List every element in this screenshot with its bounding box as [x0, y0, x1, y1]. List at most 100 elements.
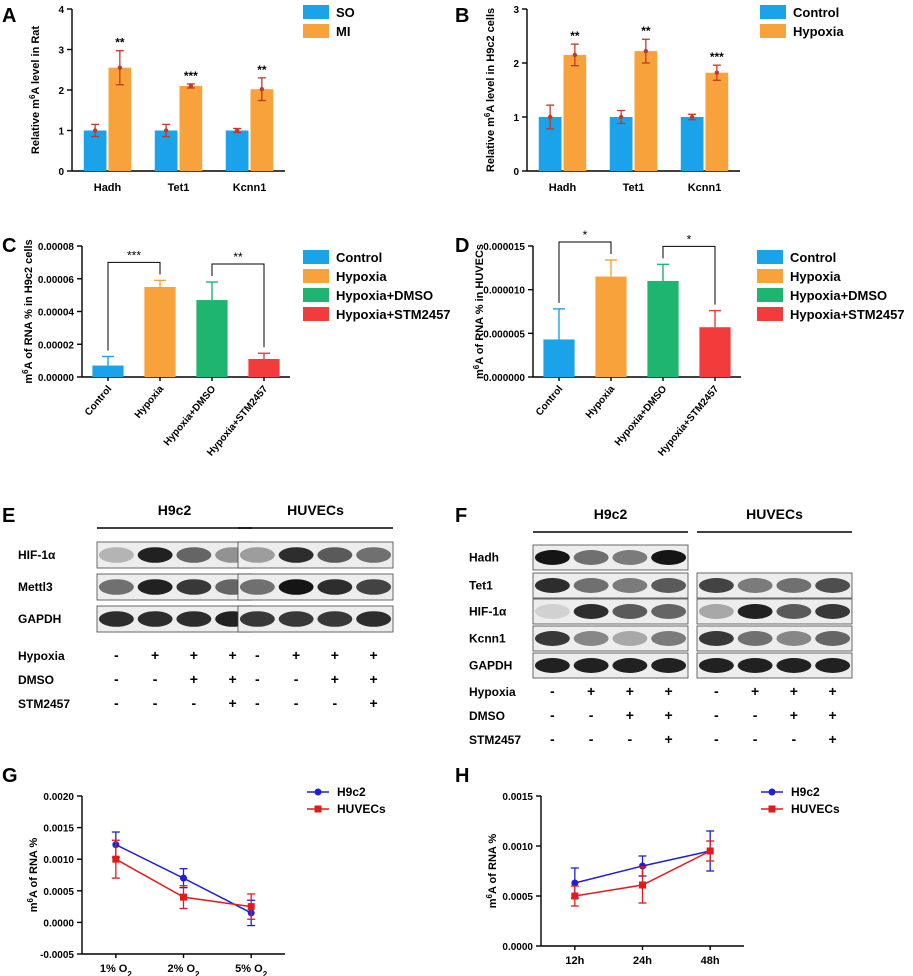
- blot-band: [651, 604, 687, 619]
- bar: [250, 89, 274, 171]
- condition-mark: +: [665, 683, 673, 699]
- blot-band: [137, 579, 173, 595]
- y-tick-label: 0.00006: [38, 275, 75, 286]
- bar: [248, 358, 280, 377]
- x-tick-label: Hadh: [549, 182, 577, 194]
- blot-band: [98, 611, 134, 627]
- y-tick-label: 0.000005: [483, 329, 525, 340]
- y-tick-label: 2: [513, 59, 519, 70]
- x-tick-label: 1% O2: [100, 963, 133, 976]
- condition-mark: +: [790, 707, 798, 723]
- blot-band: [651, 658, 687, 673]
- blot-band: [573, 631, 609, 646]
- panel-label-e: E: [2, 505, 15, 527]
- blot-band: [651, 631, 687, 646]
- y-tick-label: 0.0015: [502, 792, 533, 803]
- x-tick-label: 12h: [565, 955, 584, 967]
- blot-band: [612, 631, 648, 646]
- western-blot-f: H9c2 HUVECs Hadh Tet1 HIF-1α Kcnn1 GAPDH Hypoxi…: [469, 506, 853, 747]
- significance-bracket: [107, 261, 161, 351]
- condition-mark: +: [331, 671, 339, 687]
- data-point: [112, 855, 120, 863]
- condition-mark: -: [333, 695, 338, 711]
- legend-marker: [314, 805, 322, 813]
- condition-mark: +: [331, 647, 339, 663]
- data-point: [234, 128, 240, 133]
- panel-label-h: H: [455, 765, 469, 787]
- y-tick-label: 0.00002: [38, 340, 75, 351]
- chart-h: 0.0000 0.0005 0.0010 0.0015 m6A of RNA % 12h 2…: [485, 785, 841, 967]
- legend-label: Control: [793, 5, 839, 20]
- y-tick-label: 0.0000: [43, 918, 74, 929]
- condition-label: DMSO: [18, 673, 54, 687]
- group-label: H9c2: [594, 506, 628, 522]
- legend-swatch: [757, 307, 783, 321]
- y-tick-label: -0.0005: [40, 950, 74, 961]
- blot-row-label: Tet1: [469, 579, 493, 593]
- legend-label: Hypoxia: [790, 269, 841, 284]
- legend-swatch: [760, 5, 786, 19]
- blot-row-label: HIF-1α: [469, 605, 507, 619]
- condition-mark: -: [255, 695, 260, 711]
- legend-swatch: [757, 288, 783, 302]
- blot-band: [356, 547, 392, 563]
- x-tick-label: 48h: [701, 955, 720, 967]
- blot-band: [317, 579, 353, 595]
- x-tick-label: Hadh: [94, 182, 122, 194]
- blot-strip: [96, 541, 253, 569]
- blot-band: [612, 550, 648, 565]
- x-tick-label: Control: [83, 384, 114, 418]
- legend-label: HUVECs: [337, 802, 386, 816]
- bar: [563, 54, 587, 171]
- blot-band: [98, 579, 134, 595]
- legend-label: Hypoxia+DMSO: [790, 288, 887, 303]
- condition-mark: +: [587, 683, 595, 699]
- blot-band: [239, 579, 275, 595]
- data-point: [714, 70, 720, 75]
- legend-marker: [768, 788, 776, 796]
- condition-mark: +: [151, 647, 159, 663]
- bar: [609, 117, 633, 171]
- blot-band: [737, 658, 773, 673]
- y-tick-label: 1: [58, 127, 64, 138]
- condition-mark: -: [792, 731, 797, 747]
- bar: [538, 117, 562, 171]
- y-axis-label: m6A of RNA % in H9c2 cells: [21, 239, 36, 383]
- condition-mark: -: [550, 683, 555, 699]
- significance-label: **: [257, 63, 267, 77]
- condition-mark: -: [114, 671, 119, 687]
- condition-mark: -: [753, 707, 758, 723]
- blot-band: [815, 578, 851, 593]
- blot-band: [698, 604, 734, 619]
- condition-label: STM2457: [469, 733, 521, 747]
- condition-mark: -: [255, 671, 260, 687]
- condition-mark: +: [665, 707, 673, 723]
- blot-band: [356, 579, 392, 595]
- condition-mark: -: [153, 671, 158, 687]
- x-tick-label: Hypoxia+DMSO: [613, 384, 670, 448]
- bar: [634, 51, 658, 172]
- blot-band: [737, 578, 773, 593]
- x-tick-label: Hypoxia: [133, 384, 167, 421]
- legend-label: Hypoxia+STM2457: [336, 307, 451, 322]
- legend-label: HUVECs: [791, 802, 840, 816]
- y-tick-label: 0.0005: [43, 887, 74, 898]
- blot-band: [612, 658, 648, 673]
- legend-swatch: [757, 269, 783, 283]
- blot-band: [815, 658, 851, 673]
- x-tick-label: Tet1: [168, 182, 190, 194]
- bar: [179, 85, 203, 171]
- blot-row-label: Kcnn1: [469, 632, 506, 646]
- x-tick-label: Control: [534, 384, 565, 418]
- y-tick-label: 0.00008: [38, 242, 75, 253]
- y-axis-label: Relative m6A level in H9c2 cells: [483, 8, 498, 172]
- data-point: [163, 128, 169, 133]
- bar: [699, 327, 731, 377]
- y-tick-label: 0.0015: [43, 824, 74, 835]
- condition-mark: -: [714, 707, 719, 723]
- y-tick-label: 0.0010: [502, 842, 533, 853]
- legend-label: Hypoxia: [793, 24, 844, 39]
- legend-marker: [768, 805, 776, 813]
- bar: [225, 130, 249, 171]
